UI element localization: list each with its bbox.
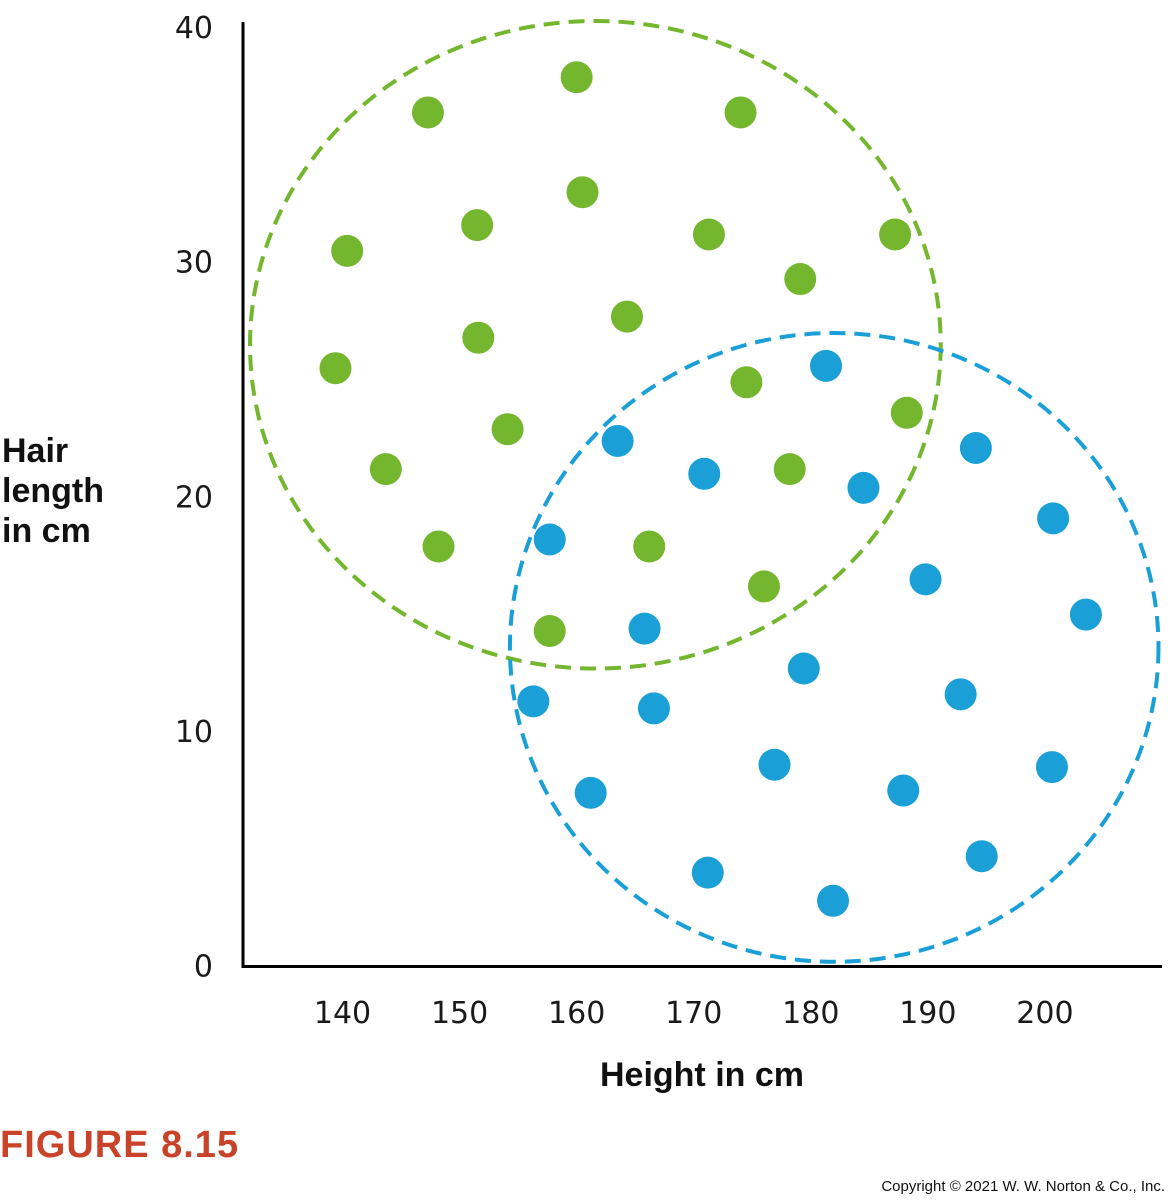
data-point-s1-9 <box>784 263 817 296</box>
x-tick-label-200: 200 <box>1016 996 1073 1031</box>
x-axis-title: Height in cm <box>600 1056 804 1094</box>
data-point-s1-4 <box>566 176 599 209</box>
data-point-s1-2 <box>411 96 444 129</box>
y-axis-title: Hair length in cm <box>2 432 113 550</box>
x-tick-label-150: 150 <box>431 996 488 1031</box>
figure-label: FIGURE 8.15 <box>0 1124 240 1166</box>
y-axis-title-line-2: length <box>2 472 104 510</box>
data-point-s2-8 <box>909 563 942 596</box>
x-tick-label-160: 160 <box>548 996 605 1031</box>
data-point-s2-1 <box>810 349 843 382</box>
y-axis-title-line-1: Hair <box>2 432 68 470</box>
x-tick-label-190: 190 <box>899 996 956 1031</box>
data-point-s2-11 <box>787 652 820 685</box>
data-point-s2-7 <box>533 523 566 556</box>
x-tick-label-140: 140 <box>314 996 371 1031</box>
data-point-s1-10 <box>610 300 643 333</box>
data-point-s2-14 <box>637 692 670 725</box>
data-point-s2-6 <box>1037 502 1070 535</box>
data-point-s1-19 <box>633 530 666 563</box>
y-tick-label-10: 10 <box>175 715 213 750</box>
data-point-s1-6 <box>692 218 725 251</box>
data-point-s1-16 <box>369 453 402 486</box>
data-point-s2-21 <box>817 884 850 917</box>
data-point-s1-1 <box>560 61 593 94</box>
data-point-s2-5 <box>847 471 880 504</box>
data-point-s1-20 <box>747 570 780 603</box>
data-point-s1-18 <box>422 530 455 563</box>
data-point-s2-20 <box>691 856 724 889</box>
data-point-s1-12 <box>319 352 352 385</box>
data-point-s1-8 <box>331 234 364 267</box>
cluster-boundary-2 <box>507 331 1161 964</box>
data-point-s2-2 <box>601 424 634 457</box>
data-point-s1-7 <box>879 218 912 251</box>
data-point-s2-17 <box>887 774 920 807</box>
data-point-s1-14 <box>890 396 923 429</box>
data-point-s1-21 <box>533 614 566 647</box>
x-tick-label-180: 180 <box>782 996 839 1031</box>
data-point-s1-13 <box>730 366 763 399</box>
data-point-s2-12 <box>944 678 977 711</box>
data-point-s1-17 <box>773 453 806 486</box>
data-point-s1-15 <box>491 413 524 446</box>
x-tick-label-170: 170 <box>665 996 722 1031</box>
y-tick-label-0: 0 <box>194 950 213 985</box>
y-tick-label-40: 40 <box>175 11 213 46</box>
data-point-s2-16 <box>1035 751 1068 784</box>
data-point-s2-18 <box>574 776 607 809</box>
data-point-s1-5 <box>461 209 494 242</box>
data-point-s2-19 <box>965 840 998 873</box>
data-point-s2-13 <box>517 685 550 718</box>
copyright-notice: Copyright © 2021 W. W. Norton & Co., Inc… <box>881 1178 1165 1195</box>
data-point-s1-11 <box>462 321 495 354</box>
y-tick-label-20: 20 <box>175 480 213 515</box>
y-tick-label-30: 30 <box>175 246 213 281</box>
y-axis-title-line-3: in cm <box>2 512 91 550</box>
data-point-s2-10 <box>628 612 661 645</box>
data-point-s2-4 <box>688 457 721 490</box>
data-point-s2-15 <box>758 748 791 781</box>
data-point-s2-3 <box>959 431 992 464</box>
data-point-s1-3 <box>724 96 757 129</box>
cluster-boundary-1 <box>248 18 943 671</box>
data-point-s2-9 <box>1069 598 1102 631</box>
